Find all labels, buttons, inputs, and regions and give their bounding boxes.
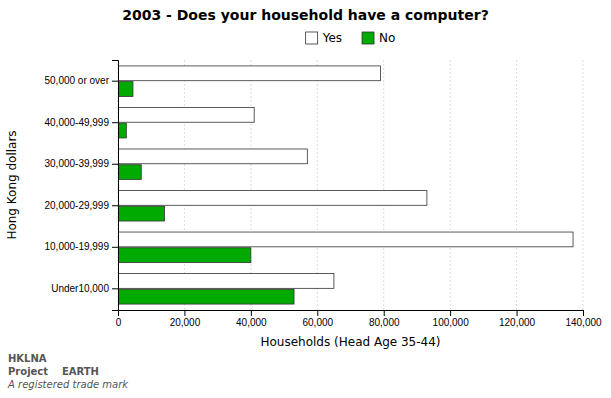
tick-label: 10,000-19,999 (44, 241, 109, 252)
annotation: HKLNA (8, 353, 47, 364)
bar (118, 248, 251, 263)
annotations: HKLNA Project EARTH A registered trade mar… (7, 353, 129, 390)
bar (118, 107, 254, 122)
bar (118, 232, 573, 247)
tick-mark (112, 164, 118, 165)
grid-line (583, 60, 584, 310)
legend-item: Yes (306, 31, 342, 45)
bar (118, 206, 165, 221)
tick-label: 60,000 (302, 317, 333, 328)
y-label: Hong Kong dollars (5, 130, 19, 239)
bar (118, 123, 126, 138)
tick-mark (112, 122, 118, 123)
tick-mark (112, 288, 118, 289)
y-tick: 10,000-19,999 (44, 241, 118, 252)
tick-mark (450, 310, 451, 316)
tick-label: 120,000 (499, 317, 536, 328)
annotation: Project EARTH (8, 366, 99, 377)
tick-mark (184, 310, 185, 316)
grid-line (317, 60, 318, 310)
bar (118, 149, 307, 164)
axis-domain (119, 311, 584, 317)
tick-label: 40,000 (236, 317, 267, 328)
tick-label: 40,000-49,999 (44, 117, 109, 128)
x-tick: 80,000 (369, 310, 400, 328)
y-axis: 50,000 or over 40,000-49,999 30,000-39,999… (44, 61, 118, 311)
tick-mark (317, 310, 318, 316)
tick-mark (517, 310, 518, 316)
x-tick: 20,000 (170, 310, 201, 328)
tick-label: 50,000 or over (45, 75, 110, 86)
grid-line (516, 60, 517, 310)
legend: Yes No (306, 31, 396, 45)
legend-swatch (306, 32, 318, 44)
y-tick: Under10,000 (51, 283, 118, 294)
x-tick: 0 (116, 310, 122, 328)
tick-label: Under10,000 (51, 283, 109, 294)
legend-label: Yes (322, 31, 342, 45)
tick-label: 80,000 (369, 317, 400, 328)
series (118, 66, 573, 288)
y-tick: 30,000-39,999 (44, 158, 118, 169)
grid-line (450, 60, 451, 310)
bars (118, 66, 573, 304)
legend-label: No (379, 31, 395, 45)
x-label: Households (Head Age 35-44) (260, 335, 440, 349)
grid-line (184, 60, 185, 310)
grid-line (250, 60, 251, 310)
tick-label: 30,000-39,999 (44, 158, 109, 169)
x-axis: 0 20,000 40,000 60,000 80,000 100,000 120,000 1… (116, 310, 602, 328)
legend-swatch (362, 32, 374, 44)
chart: 2003 - Does your household have a comput… (0, 0, 611, 398)
bar (118, 289, 294, 304)
bar (118, 66, 380, 81)
x-tick: 60,000 (302, 310, 333, 328)
tick-label: 0 (116, 317, 122, 328)
axis-domain (112, 61, 119, 311)
annotation: A registered trade mark (7, 379, 129, 390)
y-tick: 50,000 or over (45, 75, 119, 86)
bar (118, 274, 334, 289)
tick-label: 20,000-29,999 (44, 200, 109, 211)
y-tick: 40,000-49,999 (44, 117, 118, 128)
legend-item: No (362, 31, 395, 45)
x-tick: 40,000 (236, 310, 267, 328)
tick-mark (112, 81, 118, 82)
bar (118, 191, 427, 206)
tick-mark (583, 310, 584, 316)
x-tick: 140,000 (565, 310, 602, 328)
grid-line (383, 60, 384, 310)
plot: 0 20,000 40,000 60,000 80,000 100,000 120,000 1… (44, 60, 602, 328)
tick-mark (112, 205, 118, 206)
x-tick: 100,000 (433, 310, 470, 328)
tick-mark (251, 310, 252, 316)
series (118, 82, 294, 304)
bar (118, 82, 133, 97)
y-tick: 20,000-29,999 (44, 200, 118, 211)
tick-label: 140,000 (565, 317, 602, 328)
grid (118, 60, 583, 310)
x-tick: 120,000 (499, 310, 536, 328)
bar (118, 165, 141, 180)
title: 2003 - Does your household have a comput… (122, 7, 489, 23)
tick-label: 20,000 (170, 317, 201, 328)
tick-mark (112, 247, 118, 248)
tick-mark (384, 310, 385, 316)
tick-label: 100,000 (433, 317, 470, 328)
